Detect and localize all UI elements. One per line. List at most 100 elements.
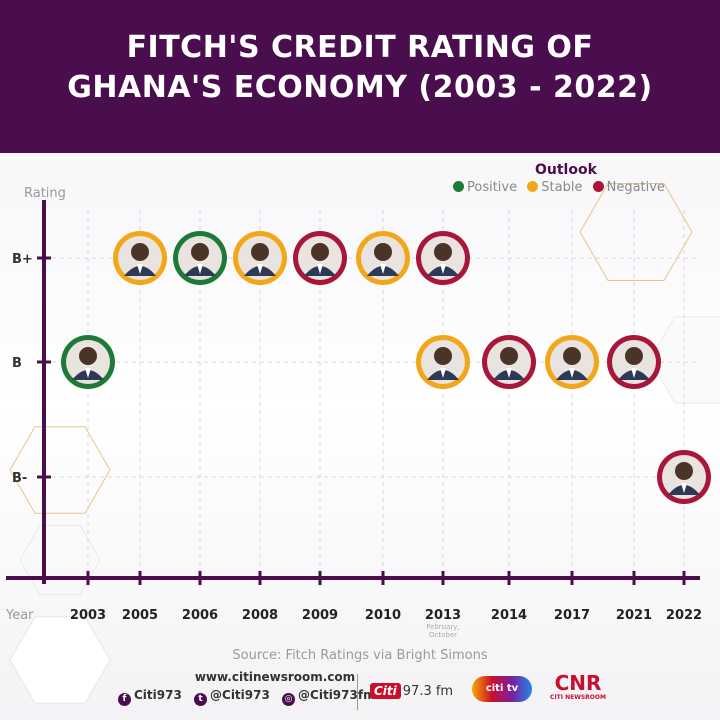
website-link[interactable]: www.citinewsroom.com [194, 670, 356, 684]
x-tick-label: 2008 [242, 608, 278, 623]
citi-logo-text: Citi [370, 683, 401, 699]
positive-dot-icon [453, 181, 464, 192]
portrait-collar [197, 264, 203, 274]
legend-item-negative: Negative [592, 180, 665, 195]
twitter-link[interactable]: t @Citi973 [194, 688, 270, 706]
data-point-2005-Bplus [113, 231, 167, 285]
facebook-icon: f [118, 693, 131, 706]
portrait-head [625, 347, 643, 365]
portrait-collar [440, 264, 446, 274]
y-tick-label: B [12, 356, 22, 371]
title-line-1: FITCH'S CREDIT RATING OF [126, 30, 594, 65]
hexagon-shape [9, 426, 111, 514]
page-title: FITCH'S CREDIT RATING OF GHANA'S ECONOMY… [0, 28, 720, 108]
data-point-2021-B [607, 335, 661, 389]
instagram-link[interactable]: ◎ @Citi973fm [282, 688, 376, 706]
source-note: Source: Fitch Ratings via Bright Simons [232, 648, 488, 663]
portrait-collar [85, 368, 91, 378]
x-tick-label: 2021 [616, 608, 652, 623]
x-annotation: October [429, 631, 457, 639]
legend-label-stable: Stable [541, 180, 583, 195]
data-point-2009-Bplus [293, 231, 347, 285]
hexagon-shape [9, 616, 111, 704]
y-tick-labels: Rating B- B B+ [12, 186, 66, 486]
data-point-2017-B [545, 335, 599, 389]
x-tick-label: 2003 [70, 608, 106, 623]
twitter-icon: t [194, 693, 208, 706]
data-point-2022-Bminus [657, 450, 711, 504]
cnr-logo-sub: CITI NEWSROOM [550, 694, 606, 701]
x-tick-label: 2009 [302, 608, 338, 623]
y-tick-label: B- [12, 471, 27, 486]
citi-frequency: 97.3 fm [402, 684, 454, 699]
cnr-logo-text: CNR [554, 671, 602, 695]
hexagon-shape [19, 524, 101, 596]
x-tick-label: 2010 [365, 608, 401, 623]
citi-tv-logo: citi tv [472, 676, 532, 702]
portrait-head [434, 243, 452, 261]
grid-lines [44, 210, 700, 578]
portrait-head [563, 347, 581, 365]
data-point-2010-Bplus [356, 231, 410, 285]
portrait-collar [631, 368, 637, 378]
portrait-collar [137, 264, 143, 274]
portrait-head [434, 347, 452, 365]
instagram-icon: ◎ [282, 693, 296, 706]
portrait-head [191, 243, 209, 261]
title-line-2: GHANA'S ECONOMY (2003 - 2022) [67, 70, 653, 105]
portrait-collar [569, 368, 575, 378]
legend-items: Positive Stable Negative [453, 180, 671, 195]
portrait-collar [440, 368, 446, 378]
footer-divider [357, 674, 358, 710]
y-axis-label: Rating [24, 186, 66, 201]
x-annotation: February, [426, 623, 459, 631]
citi-fm-logo: Citi 97.3 fm [370, 680, 453, 699]
facebook-handle: Citi973 [134, 688, 182, 702]
x-tick-label: 2014 [491, 608, 527, 623]
data-point-2013-Bplus [416, 231, 470, 285]
portrait-head [79, 347, 97, 365]
portrait-head [675, 462, 693, 480]
facebook-link[interactable]: f Citi973 [118, 688, 182, 706]
footer: www.citinewsroom.com f Citi973 t @Citi973 … [0, 668, 720, 720]
x-tick-label: 2006 [182, 608, 218, 623]
hexagon-decoration [9, 183, 720, 704]
data-point-2006-Bplus [173, 231, 227, 285]
x-tick-label: 2005 [122, 608, 158, 623]
x-axis-label: Year [5, 608, 34, 623]
x-tick-label: 2017 [554, 608, 590, 623]
legend-label-negative: Negative [606, 180, 665, 195]
legend-item-positive: Positive [453, 180, 517, 195]
portrait-head [131, 243, 149, 261]
portrait-collar [317, 264, 323, 274]
portrait-collar [506, 368, 512, 378]
legend-label-positive: Positive [467, 180, 518, 195]
portrait-collar [257, 264, 263, 274]
axes [6, 200, 700, 585]
portrait-head [311, 243, 329, 261]
portrait-collar [681, 483, 687, 493]
data-point-2014-B [482, 335, 536, 389]
data-point-2008-Bplus [233, 231, 287, 285]
data-points [61, 231, 711, 504]
portrait-head [374, 243, 392, 261]
negative-dot-icon [592, 181, 604, 192]
portrait-head [251, 243, 269, 261]
header-banner [0, 0, 720, 153]
legend-item-stable: Stable [527, 180, 582, 195]
portrait-head [500, 347, 518, 365]
hexagon-shape [579, 183, 693, 281]
x-tick-label: 2022 [666, 608, 702, 623]
data-point-2003-B [61, 335, 115, 389]
instagram-handle: @Citi973fm [298, 688, 376, 702]
x-tick-label: 2013 [425, 608, 461, 623]
social-handles: f Citi973 t @Citi973 ◎ @Citi973fm [118, 688, 384, 706]
x-tick-labels: Year 2003 2005 2006 2008 2009 2010 2013 2014 2017… [5, 608, 702, 639]
portrait-collar [380, 264, 386, 274]
cnr-logo: CNR CITI NEWSROOM [548, 672, 608, 701]
y-tick-label: B+ [12, 252, 33, 267]
data-point-2013-B [416, 335, 470, 389]
stable-dot-icon [527, 181, 539, 192]
twitter-handle: @Citi973 [210, 688, 270, 702]
